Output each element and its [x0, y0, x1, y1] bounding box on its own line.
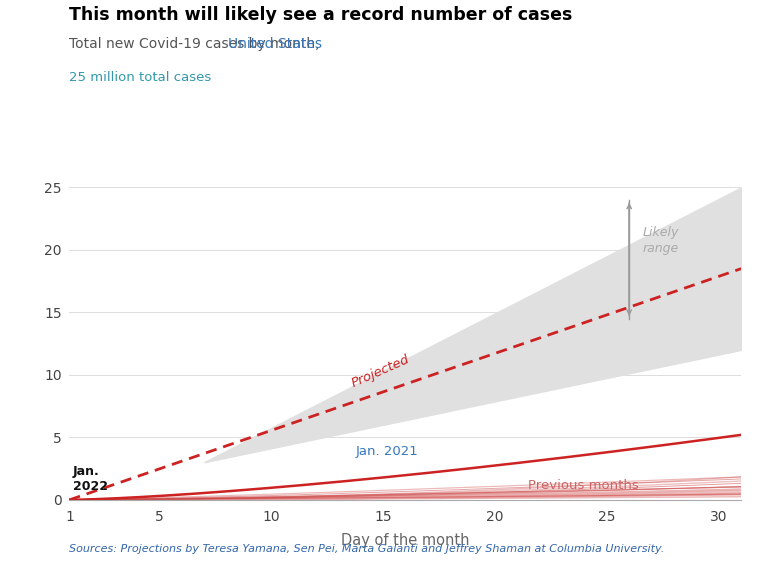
Text: Total new Covid-19 cases by month,: Total new Covid-19 cases by month,	[69, 37, 324, 51]
Text: Jan. 2021: Jan. 2021	[356, 445, 418, 458]
Text: Projected: Projected	[349, 353, 411, 390]
Text: United States: United States	[228, 37, 322, 51]
Text: This month will likely see a record number of cases: This month will likely see a record numb…	[69, 6, 573, 24]
Text: 25 million total cases: 25 million total cases	[69, 71, 212, 84]
Text: Sources: Projections by Teresa Yamana, Sen Pei, Marta Galanti and Jeffrey Shaman: Sources: Projections by Teresa Yamana, S…	[69, 544, 665, 554]
Text: Likely
range: Likely range	[642, 226, 679, 255]
X-axis label: Day of the month: Day of the month	[341, 533, 469, 548]
Text: Previous months: Previous months	[528, 479, 639, 492]
Text: Jan.
2022: Jan. 2022	[73, 465, 108, 493]
